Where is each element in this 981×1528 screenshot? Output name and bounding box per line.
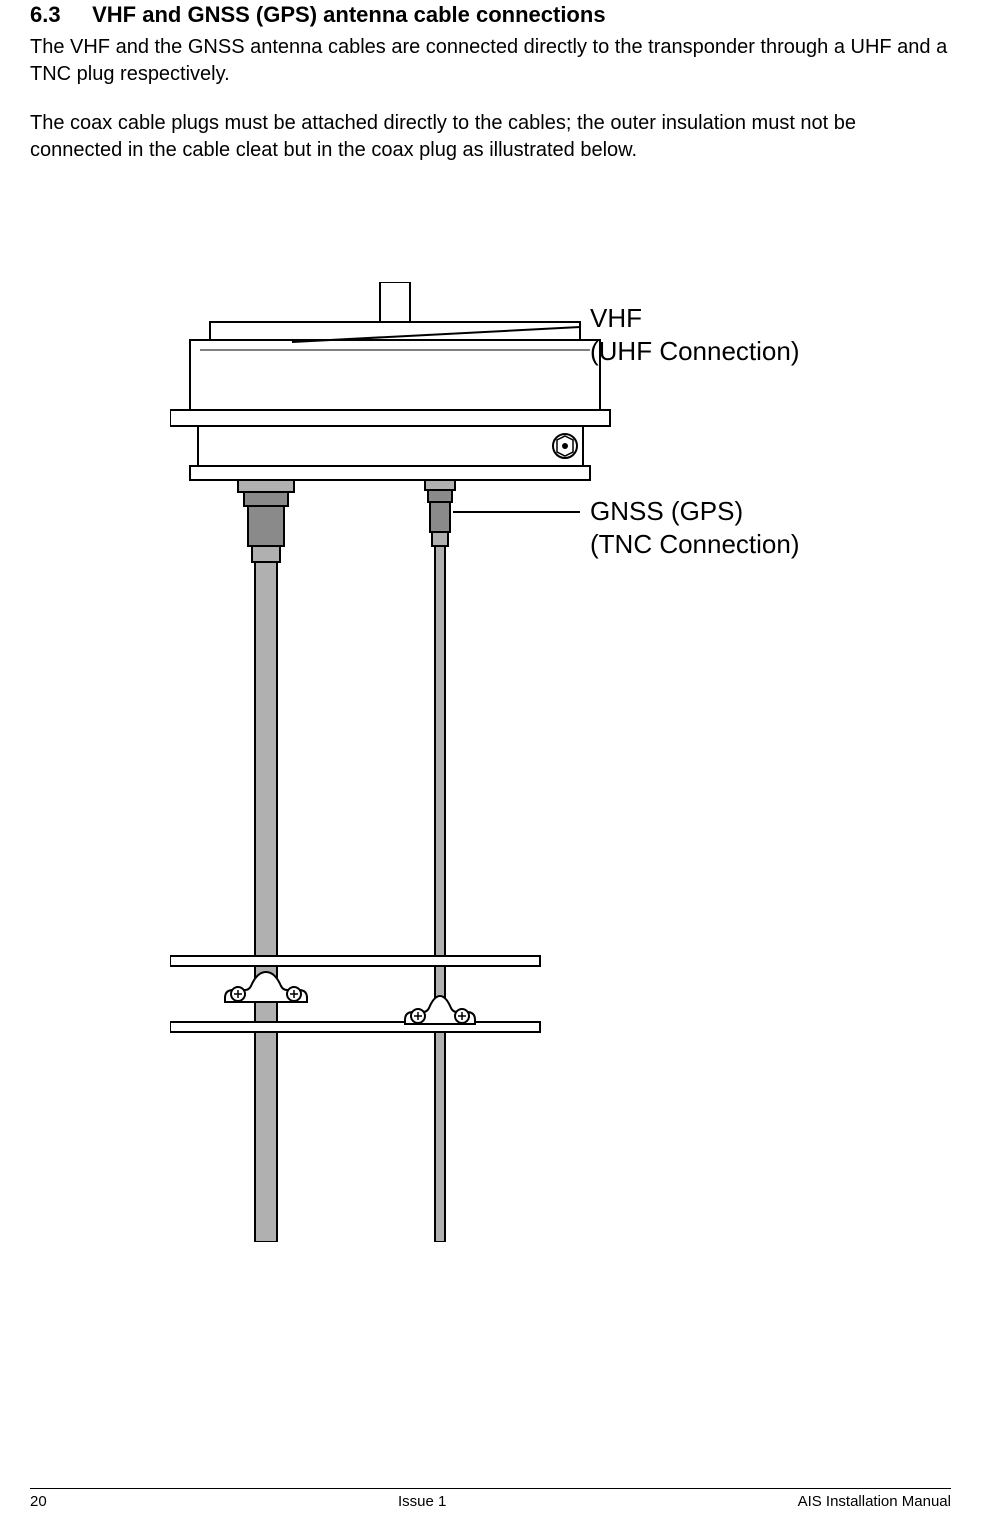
label-gnss-1: GNSS (GPS) bbox=[590, 496, 743, 526]
label-vhf-1: VHF bbox=[590, 303, 642, 333]
section-number: 6.3 bbox=[30, 2, 86, 28]
cable-cleat-gnss bbox=[405, 996, 475, 1024]
label-gnss-2: (TNC Connection) bbox=[590, 529, 800, 559]
footer-center: Issue 1 bbox=[398, 1493, 446, 1510]
paragraph-2: The coax cable plugs must be attached di… bbox=[30, 110, 951, 164]
label-vhf-2: (UHF Connection) bbox=[590, 336, 800, 366]
cable-cleat-vhf bbox=[225, 972, 307, 1002]
plate-screw-right bbox=[553, 434, 577, 458]
page-footer: 20 Issue 1 AIS Installation Manual bbox=[30, 1488, 951, 1510]
section-heading: 6.3 VHF and GNSS (GPS) antenna cable con… bbox=[30, 2, 951, 28]
footer-page: 20 bbox=[30, 1493, 47, 1510]
connection-diagram: VHF (UHF Connection) GNSS (GPS) (TNC Con… bbox=[170, 282, 830, 1242]
paragraph-1: The VHF and the GNSS antenna cables are … bbox=[30, 34, 951, 88]
section-title: VHF and GNSS (GPS) antenna cable connect… bbox=[92, 2, 605, 27]
footer-right: AIS Installation Manual bbox=[798, 1493, 951, 1510]
